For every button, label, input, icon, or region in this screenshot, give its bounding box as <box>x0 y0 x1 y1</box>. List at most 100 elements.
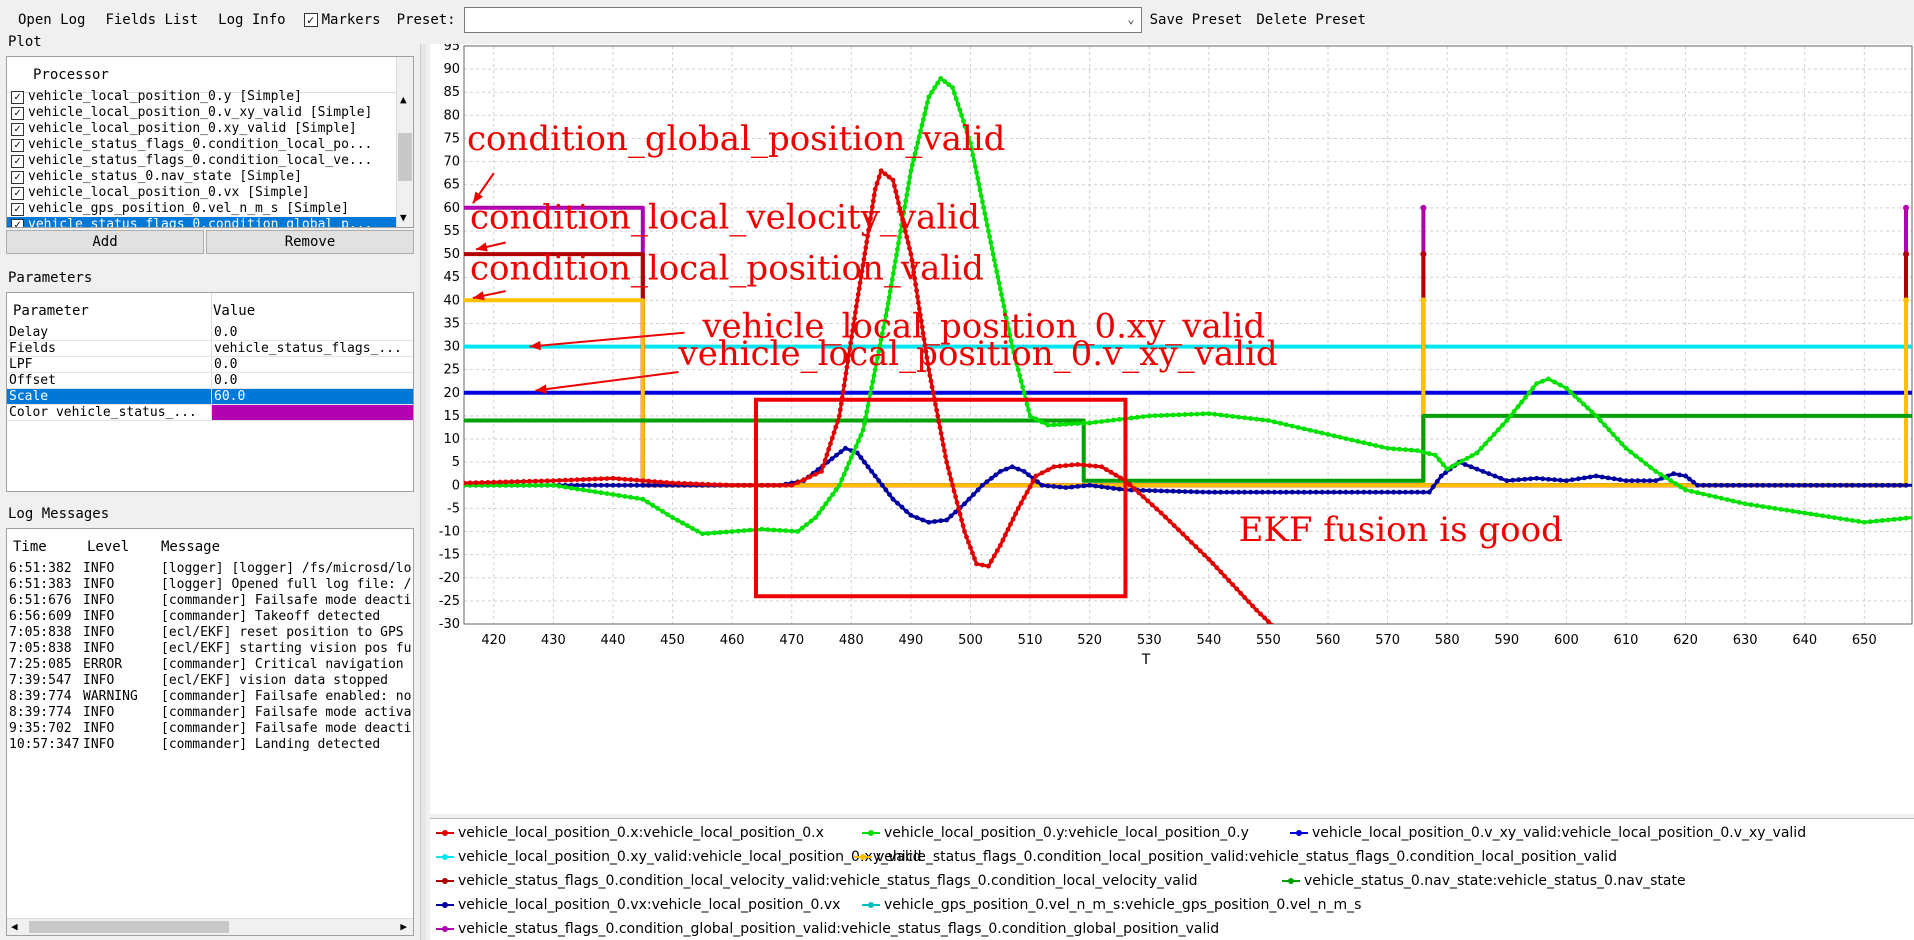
series-point <box>987 234 992 240</box>
log-row[interactable]: 9:35:702 INFO [commander] Failsafe mode de… <box>7 721 413 737</box>
series-point <box>1140 414 1146 419</box>
scroll-left-icon[interactable]: ◀ <box>11 920 18 933</box>
processor-item[interactable]: ✓ vehicle_local_position_0.v_xy_valid [Si… <box>7 105 397 121</box>
parameter-row[interactable]: Fields vehicle_status_flags_... <box>7 341 413 357</box>
series-point <box>868 216 873 221</box>
remove-button[interactable]: Remove <box>206 230 414 254</box>
processor-checkbox[interactable]: ✓ <box>11 138 24 152</box>
level-column-header[interactable]: Level <box>87 539 130 555</box>
preset-dropdown[interactable]: ⌄ <box>463 7 1142 33</box>
processor-checkbox[interactable]: ✓ <box>11 122 24 136</box>
value-column-header[interactable]: Value <box>213 303 256 319</box>
parameter-value[interactable]: 0.0 <box>211 325 413 340</box>
series-point <box>1009 464 1015 470</box>
legend-item[interactable]: vehicle_local_position_0.vx:vehicle_loca… <box>436 897 840 913</box>
series-point <box>1099 419 1104 424</box>
processor-checkbox[interactable]: ✓ <box>11 218 24 227</box>
log-row[interactable]: 6:51:382 INFO [logger] [logger] /fs/micros… <box>7 561 413 577</box>
scroll-up-icon[interactable]: ▲ <box>400 93 407 106</box>
fields-list-button[interactable]: Fields List <box>105 12 199 28</box>
log-row[interactable]: 8:39:774 INFO [commander] Failsafe mode ac… <box>7 705 413 721</box>
log-row[interactable]: 8:39:774 WARNING [commander] Failsafe enab… <box>7 689 413 705</box>
processor-item[interactable]: ✓ vehicle_local_position_0.y [Simple] <box>7 89 397 105</box>
time-column-header[interactable]: Time <box>13 539 47 555</box>
parameter-row[interactable]: Color vehicle_status_... <box>7 405 413 421</box>
markers-toggle[interactable]: ✓ Markers <box>296 8 389 32</box>
log-info-button[interactable]: Log Info <box>218 12 286 28</box>
legend-item[interactable]: vehicle_status_flags_0.condition_global_… <box>436 921 1219 937</box>
parameter-value[interactable]: 0.0 <box>211 357 413 372</box>
legend-item[interactable]: vehicle_gps_position_0.vel_n_m_s:vehicle… <box>862 897 1361 913</box>
scrollbar-thumb[interactable] <box>398 133 412 181</box>
processor-checkbox[interactable]: ✓ <box>11 90 24 104</box>
save-preset-button[interactable]: Save Preset <box>1149 12 1243 28</box>
series-point <box>1246 599 1251 605</box>
series-point <box>926 367 932 373</box>
processor-item[interactable]: ✓ vehicle_status_flags_0.condition_global… <box>7 217 397 227</box>
add-button[interactable]: Add <box>6 230 204 254</box>
series-point <box>997 469 1003 474</box>
processor-item[interactable]: ✓ vehicle_status_flags_0.condition_local_… <box>7 137 397 153</box>
processor-checkbox[interactable]: ✓ <box>11 106 24 120</box>
legend-item[interactable]: vehicle_local_position_0.y:vehicle_local… <box>862 825 1249 841</box>
markers-checkbox[interactable]: ✓ <box>303 13 318 27</box>
parameter-row[interactable]: Offset 0.0 <box>7 373 413 389</box>
log-horizontal-scrollbar[interactable]: ◀ ▶ <box>7 918 413 935</box>
parameter-row[interactable]: LPF 0.0 <box>7 357 413 373</box>
scroll-right-icon[interactable]: ▶ <box>400 920 407 933</box>
open-log-button[interactable]: Open Log <box>18 12 86 28</box>
parameter-value[interactable]: vehicle_status_flags_... <box>211 341 413 356</box>
color-swatch[interactable] <box>211 405 413 420</box>
log-row[interactable]: 7:25:085 ERROR [commander] Critical naviga… <box>7 657 413 673</box>
y-tick-label: 45 <box>443 270 460 285</box>
series-point <box>957 107 963 113</box>
log-row[interactable]: 6:51:383 INFO [logger] Opened full log fil… <box>7 577 413 593</box>
delete-preset-button[interactable]: Delete Preset <box>1256 12 1366 28</box>
log-scrollbar-thumb[interactable] <box>29 921 229 933</box>
log-row[interactable]: 10:57:347 INFO [commander] Landing detecte… <box>7 737 413 753</box>
parameter-row[interactable]: Scale 60.0 <box>7 389 413 405</box>
processor-checkbox[interactable]: ✓ <box>11 186 24 200</box>
parameter-value[interactable]: 60.0 <box>211 389 413 404</box>
processor-item[interactable]: ✓ vehicle_status_flags_0.condition_local_… <box>7 153 397 169</box>
series-point <box>1647 478 1653 484</box>
series-point <box>837 482 842 488</box>
processor-scrollbar[interactable]: ▲ ▼ <box>396 57 413 227</box>
legend-item[interactable]: vehicle_local_position_0.xy_valid:vehicl… <box>436 849 922 865</box>
legend-item[interactable]: vehicle_local_position_0.x:vehicle_local… <box>436 825 824 841</box>
processor-item[interactable]: ✓ vehicle_status_0.nav_state [Simple] <box>7 169 397 185</box>
log-row[interactable]: 7:05:838 INFO [ecl/EKF] starting vision po… <box>7 641 413 657</box>
processor-checkbox[interactable]: ✓ <box>11 170 24 184</box>
series-point <box>1784 482 1790 488</box>
series-point <box>1272 489 1277 495</box>
series-point <box>945 465 951 471</box>
legend-item[interactable]: vehicle_status_flags_0.condition_local_p… <box>854 849 1617 865</box>
parameter-row[interactable]: Delay 0.0 <box>7 325 413 341</box>
processor-checkbox[interactable]: ✓ <box>11 202 24 216</box>
scroll-down-icon[interactable]: ▼ <box>400 211 407 224</box>
chart-svg[interactable]: 95908580757065605550454035302520151050-5… <box>430 39 1914 814</box>
processor-item[interactable]: ✓ vehicle_gps_position_0.vel_n_m_s [Simpl… <box>7 201 397 217</box>
param-column-header[interactable]: Parameter <box>13 303 89 319</box>
log-row[interactable]: 7:05:838 INFO [ecl/EKF] reset position to … <box>7 625 413 641</box>
message-column-header[interactable]: Message <box>161 539 221 555</box>
series-point <box>918 128 923 134</box>
processor-column-header[interactable]: Processor <box>7 57 397 93</box>
log-time: 7:39:547 <box>9 673 72 688</box>
processor-checkbox[interactable]: ✓ <box>11 154 24 168</box>
parameter-value[interactable]: 0.0 <box>211 373 413 388</box>
log-row[interactable]: 6:56:609 INFO [commander] Takeoff detected <box>7 609 413 625</box>
legend-item[interactable]: vehicle_status_0.nav_state:vehicle_statu… <box>1282 873 1686 889</box>
panel-splitter[interactable] <box>420 44 426 940</box>
legend-item[interactable]: vehicle_local_position_0.v_xy_valid:vehi… <box>1290 825 1806 841</box>
processor-item[interactable]: ✓ vehicle_local_position_0.vx [Simple] <box>7 185 397 201</box>
log-row[interactable]: 7:39:547 INFO [ecl/EKF] vision data stoppe… <box>7 673 413 689</box>
plot-area[interactable]: 95 90 85 80 75 70 65 60 55 50 45 40 35 30 25 20 15 10 5 0 -5… <box>430 39 1914 814</box>
series-point <box>574 482 580 488</box>
series-point <box>1039 470 1045 476</box>
processor-item[interactable]: ✓ vehicle_local_position_0.xy_valid [Simp… <box>7 121 397 137</box>
y-tick-label: -30 <box>439 617 460 632</box>
legend-item[interactable]: vehicle_status_flags_0.condition_local_v… <box>436 873 1198 889</box>
legend-swatch-icon <box>862 900 880 910</box>
log-row[interactable]: 6:51:676 INFO [commander] Failsafe mode de… <box>7 593 413 609</box>
